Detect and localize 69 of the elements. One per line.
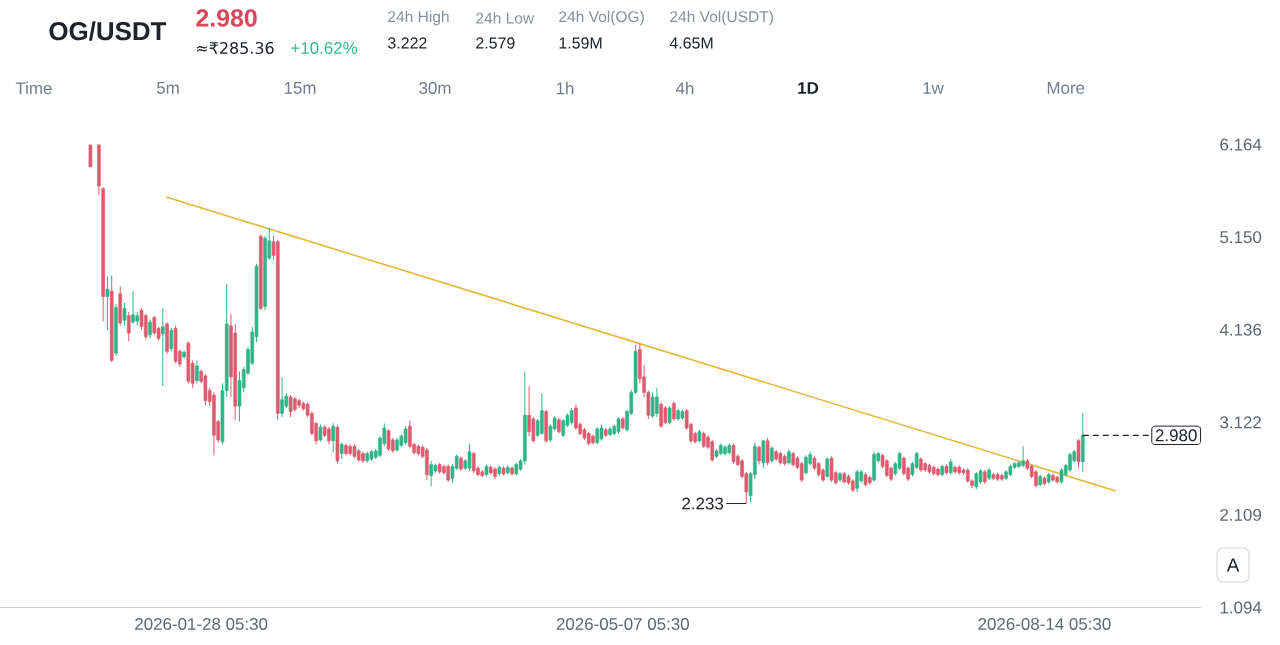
text: ≈₹285.36	[197, 41, 274, 55]
y-tick-label: 3.122	[1220, 416, 1261, 429]
x-tick-label: 2026-05-07 05:30	[556, 617, 689, 630]
text: More	[1047, 82, 1085, 94]
text: 24h Vol(OG)	[559, 10, 644, 26]
candlestick	[169, 327, 174, 352]
candlestick	[152, 315, 157, 336]
candlestick	[1076, 438, 1081, 469]
y-tick-label: 6.164	[1220, 138, 1262, 151]
candlestick	[761, 439, 766, 469]
candlestick	[161, 307, 165, 387]
x-tick-label: 2026-01-28 05:30	[135, 617, 268, 630]
y-tick-label: 2.109	[1220, 508, 1262, 521]
candlestick	[403, 425, 408, 445]
y-tick-label: 4.136	[1219, 323, 1262, 336]
text: 24h Low	[476, 12, 535, 24]
text: 15m	[284, 82, 316, 94]
candlestick	[331, 422, 335, 454]
y-tick-label: 1.094	[1220, 601, 1262, 614]
text: 30m	[419, 82, 451, 94]
candlestick	[143, 313, 148, 340]
text: 4h	[675, 81, 694, 95]
candlestick	[122, 302, 127, 327]
candlestick	[471, 451, 476, 474]
candlestick	[182, 349, 186, 360]
annotation: 2.233	[682, 497, 724, 510]
candlestick	[663, 405, 668, 425]
y-tick-label: 5.150	[1220, 231, 1262, 244]
text: Time	[15, 81, 52, 95]
text: 2.579	[476, 37, 515, 49]
text: A	[1226, 558, 1240, 572]
candlestick	[467, 443, 472, 472]
text: 2.980	[196, 9, 257, 27]
candlestick	[280, 376, 284, 418]
ref-line-label: 2.980	[1155, 429, 1197, 442]
candlestick	[386, 428, 391, 452]
candlestick	[765, 437, 770, 466]
text: 4.65M	[669, 37, 713, 49]
candlestick	[131, 290, 135, 325]
candlestick	[195, 359, 199, 384]
candlestick	[105, 275, 110, 331]
candlestick	[88, 144, 93, 168]
text: 1D	[798, 82, 819, 94]
candlestick	[799, 461, 804, 483]
candlestick	[667, 405, 672, 425]
candlestick	[731, 443, 736, 465]
candlestick	[672, 401, 676, 422]
candlestick	[288, 394, 293, 418]
candlestick	[650, 391, 655, 419]
candlestick	[902, 455, 906, 477]
x-tick-label: 2026-08-14 05:30	[978, 617, 1111, 630]
text: 3.222	[388, 37, 427, 49]
candlestick	[126, 311, 131, 342]
candlestick	[804, 454, 808, 476]
text: +10.62%	[291, 42, 358, 54]
text: 24h High	[388, 10, 449, 26]
candlestick	[757, 444, 761, 466]
candlestick	[1021, 445, 1025, 468]
text: 1h	[556, 81, 574, 95]
candlestick	[148, 318, 152, 340]
candlestick	[1068, 452, 1072, 473]
chart-title: OG/USDT	[49, 21, 167, 41]
text: 24h Vol(USDT)	[670, 10, 773, 26]
text: 1w	[923, 82, 944, 94]
candlestick	[574, 403, 578, 431]
candlestick	[855, 469, 859, 493]
text: 1.59M	[559, 37, 602, 49]
text: 5m	[156, 82, 179, 94]
candlestick	[829, 455, 834, 483]
